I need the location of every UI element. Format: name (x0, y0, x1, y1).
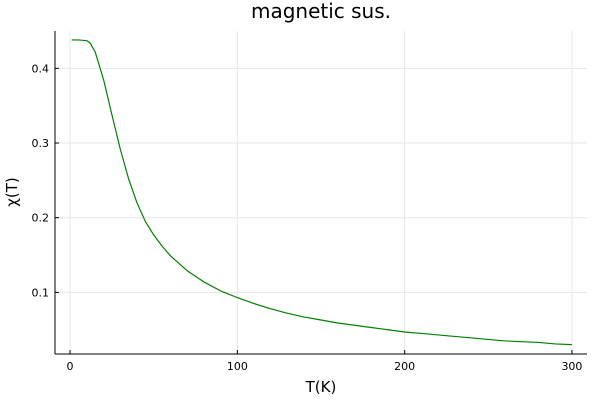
x-tick-label: 0 (67, 360, 74, 373)
ticks: 0 100 200 300 0.1 0.2 0.3 0.4 (32, 62, 583, 373)
x-tick-label: 300 (561, 360, 582, 373)
x-axis-label: T(K) (305, 378, 337, 396)
series-layer (71, 39, 572, 346)
y-axis-label: χ(T) (3, 177, 21, 207)
series-line-0 (71, 39, 572, 346)
y-tick-label: 0.4 (32, 62, 50, 75)
y-tick-label: 0.2 (32, 212, 50, 225)
y-tick-label: 0.1 (32, 286, 50, 299)
y-tick-label: 0.3 (32, 137, 50, 150)
x-tick-label: 200 (394, 360, 415, 373)
grid (55, 31, 587, 354)
x-tick-label: 100 (227, 360, 248, 373)
chart-title: magnetic sus. (251, 0, 391, 23)
